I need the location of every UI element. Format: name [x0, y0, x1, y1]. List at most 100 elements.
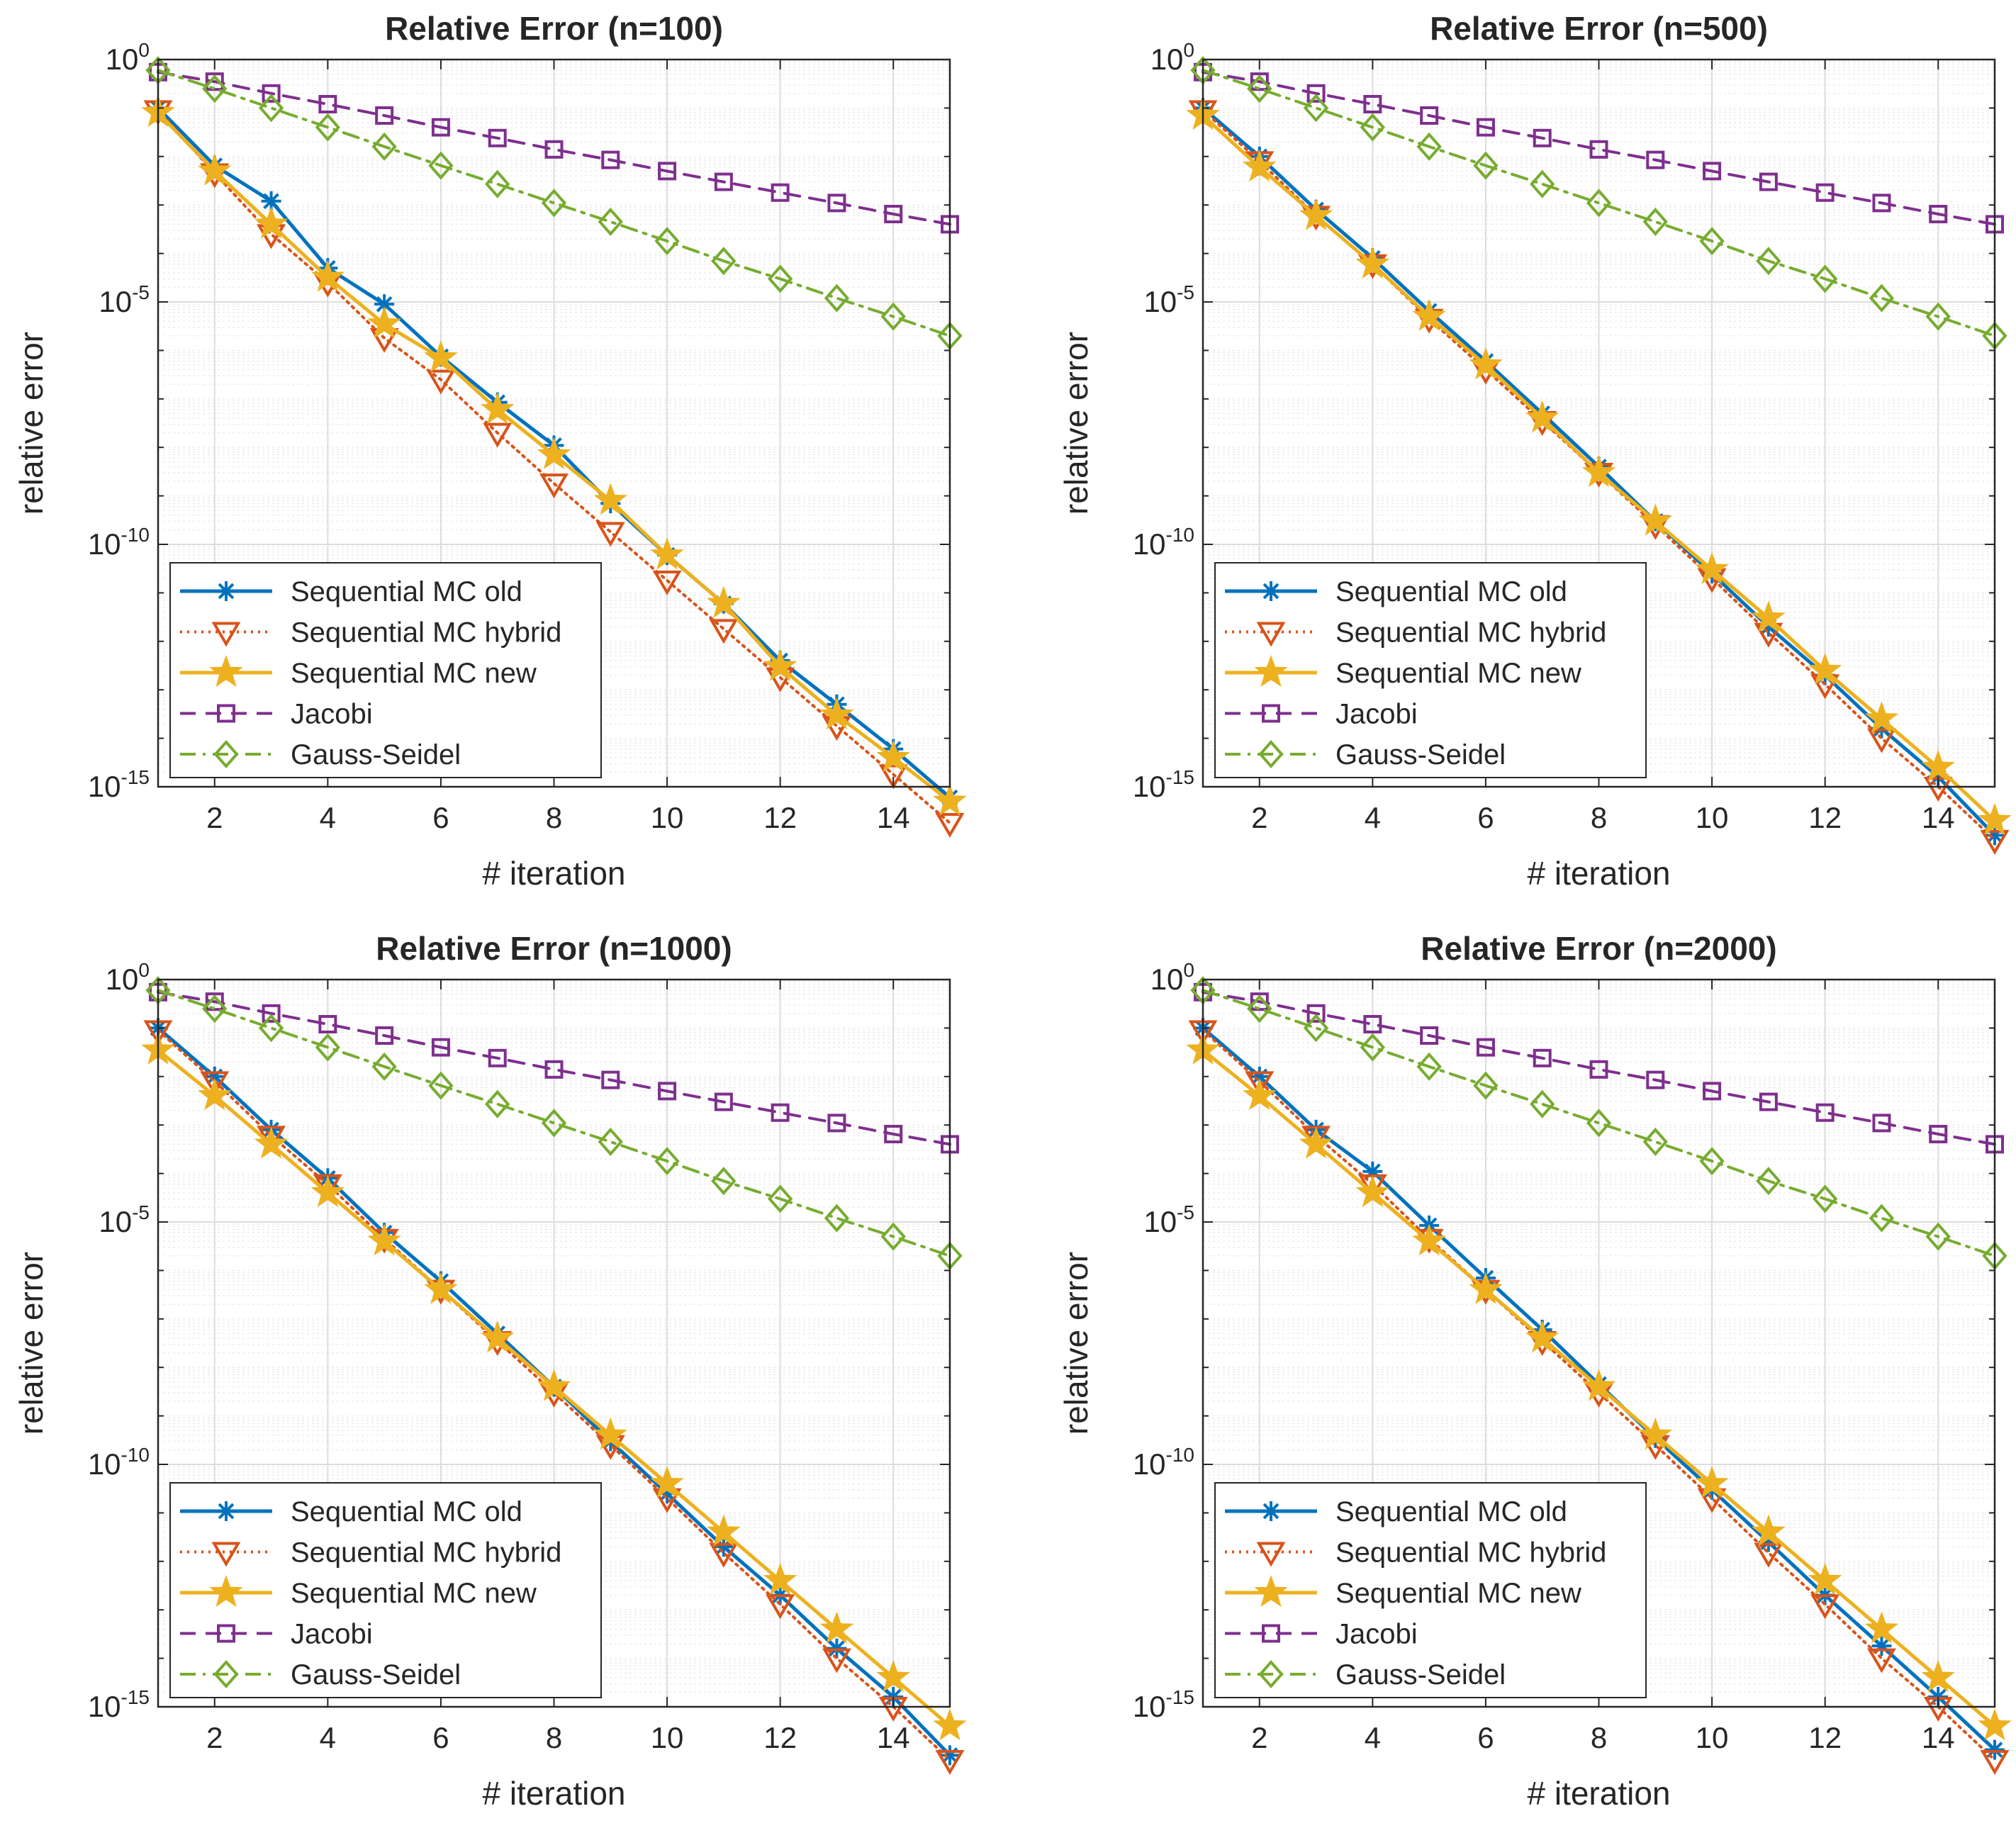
- data-point: [537, 1369, 571, 1401]
- x-tick-label: 14: [1922, 801, 1955, 834]
- data-point: [1473, 151, 1499, 180]
- y-tick-label: 10-15: [88, 1686, 150, 1723]
- data-point: [1581, 1369, 1616, 1401]
- data-point: [1921, 1659, 1955, 1693]
- series-jacobi: [149, 982, 959, 1154]
- legend-label: Jacobi: [1335, 1619, 1418, 1650]
- y-axis-label: relative error: [13, 332, 50, 515]
- legend-label: Jacobi: [291, 1619, 373, 1650]
- data-point: [876, 739, 910, 773]
- y-tick-exponent: -5: [1177, 281, 1194, 303]
- x-tick-label: 4: [1365, 1721, 1381, 1754]
- ticks: [158, 979, 950, 1708]
- series-line: [157, 1028, 951, 1761]
- data-point: [601, 1070, 620, 1089]
- series-line: [1202, 70, 1996, 226]
- x-tick-label: 8: [546, 801, 562, 834]
- data-point: [1469, 1272, 1503, 1304]
- data-point: [1420, 106, 1439, 125]
- legend-box: [1214, 1482, 1647, 1698]
- data-point: [1638, 503, 1673, 536]
- series-jacobi: [1194, 982, 2004, 1154]
- data-point: [1812, 1184, 1838, 1213]
- data-point: [1638, 1417, 1673, 1450]
- legend-marker: [213, 1659, 239, 1689]
- legend-marker-stroke: [218, 1503, 235, 1520]
- data-point: [819, 697, 854, 730]
- y-axis-label: relative error: [1058, 1252, 1094, 1435]
- data-point: [426, 369, 456, 395]
- y-tick-label: 10-5: [99, 281, 150, 318]
- legend-label: Sequential MC hybrid: [291, 617, 561, 649]
- legend-marker: [1262, 704, 1280, 723]
- y-tick-exponent: -15: [1166, 766, 1194, 788]
- legend-marker-stroke: [1262, 583, 1279, 600]
- legend-marker: [217, 704, 235, 723]
- y-tick-base: 10: [1143, 285, 1177, 318]
- series-gauss-seidel: [1190, 976, 2007, 1270]
- legend-label: Sequential MC old: [291, 1496, 522, 1527]
- x-tick-label: 2: [206, 801, 223, 834]
- legend-box: [169, 562, 602, 778]
- data-point: [1525, 1320, 1559, 1353]
- legend-item: Gauss-Seidel: [1225, 739, 1506, 770]
- x-tick-label: 10: [651, 801, 684, 834]
- data-point: [544, 140, 564, 159]
- y-tick-exponent: -10: [1166, 1444, 1194, 1466]
- data-point: [1243, 1078, 1277, 1111]
- legend-item: Sequential MC new: [1225, 1575, 1581, 1609]
- legend-marker: [1258, 739, 1284, 769]
- data-point: [315, 113, 341, 142]
- chart-title: Relative Error (n=2000): [1421, 930, 1776, 967]
- legend-marker: [211, 622, 241, 647]
- data-point: [771, 183, 790, 202]
- legend-item: Gauss-Seidel: [1225, 1659, 1506, 1690]
- data-point: [827, 194, 846, 213]
- data-point: [1533, 1048, 1552, 1067]
- data-point: [880, 302, 906, 331]
- series-line: [1202, 989, 1996, 1257]
- y-tick-base: 10: [88, 1447, 121, 1481]
- series-gauss-seidel: [145, 56, 963, 350]
- x-axis-label: # iteration: [1527, 855, 1670, 892]
- x-tick-label: 6: [1477, 801, 1494, 834]
- data-point: [884, 204, 903, 223]
- data-point: [1699, 227, 1725, 256]
- data-point: [1243, 150, 1277, 182]
- data-point: [1476, 1038, 1495, 1057]
- data-point: [541, 189, 567, 218]
- y-tick-label: 10-10: [1133, 1444, 1194, 1481]
- data-point: [652, 570, 682, 595]
- series-sequential-mc-new: [141, 95, 967, 816]
- data-point: [428, 151, 454, 180]
- data-point: [1759, 172, 1778, 191]
- legend: Sequential MC old Sequential MC hybrid Seq…: [1214, 1482, 1647, 1698]
- data-point: [200, 1071, 230, 1097]
- data-point: [711, 1167, 737, 1196]
- series-line: [1202, 1028, 1996, 1761]
- legend-item: Sequential MC new: [180, 655, 537, 689]
- y-tick-label: 100: [106, 959, 150, 996]
- legend-label: Sequential MC new: [291, 658, 537, 689]
- series-sequential-mc-new: [1186, 1032, 2012, 1741]
- data-point: [1978, 802, 2012, 835]
- data-point: [714, 172, 733, 191]
- legend-marker: [216, 1501, 236, 1521]
- data-point: [822, 1648, 851, 1673]
- data-point: [1646, 150, 1665, 169]
- data-point: [198, 1078, 232, 1111]
- y-tick-base: 10: [99, 285, 132, 318]
- data-point: [601, 150, 620, 169]
- y-tick-base: 10: [1133, 770, 1166, 803]
- y-tick-base: 10: [1150, 43, 1184, 76]
- y-tick-label: 10-15: [1133, 1686, 1194, 1723]
- legend-item: Sequential MC hybrid: [180, 1537, 561, 1569]
- legend-box: [169, 1482, 602, 1698]
- data-point-stroke: [263, 193, 279, 210]
- data-point: [254, 206, 289, 239]
- y-tick-label: 100: [1150, 959, 1194, 996]
- data-point: [714, 1092, 733, 1111]
- x-tick-label: 14: [877, 1721, 910, 1754]
